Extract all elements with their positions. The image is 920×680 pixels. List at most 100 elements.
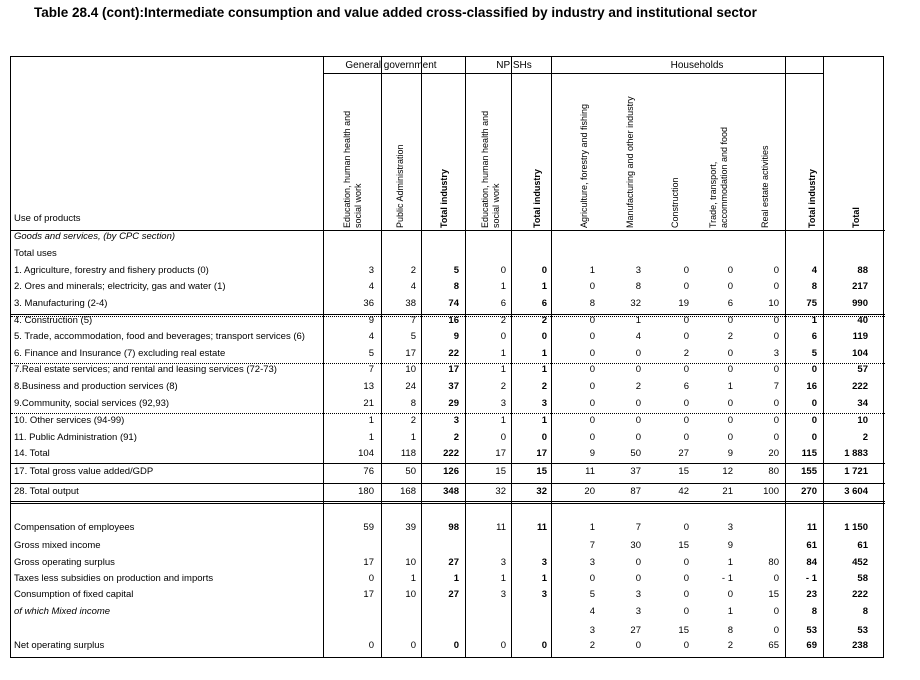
table-cell: 17 <box>448 364 459 375</box>
group-npishs: NPISHs <box>496 60 532 71</box>
column-divider <box>323 57 324 657</box>
table-cell: 0 <box>683 364 689 375</box>
table-cell: 3 <box>635 606 641 617</box>
table-cell: 0 <box>541 640 547 651</box>
column-divider <box>381 57 382 657</box>
table-cell: 3 <box>773 348 779 359</box>
table-cell: 10 <box>405 364 416 375</box>
table-cell: 88 <box>857 265 868 276</box>
table-cell: 0 <box>727 265 733 276</box>
table-cell: 1 <box>500 364 506 375</box>
table-cell: 1 <box>589 265 595 276</box>
table-cell: 1 <box>500 348 506 359</box>
table-cell: 2 <box>862 432 868 443</box>
group-header-rule <box>323 73 823 74</box>
table-cell: 74 <box>448 298 459 309</box>
table-cell: 4 <box>589 606 595 617</box>
table-cell: 0 <box>635 432 641 443</box>
table-cell: 9 <box>368 315 374 326</box>
table-cell: 0 <box>410 640 416 651</box>
row-label: Total uses <box>14 248 57 259</box>
table-cell: 104 <box>852 348 868 359</box>
table-cell: 50 <box>630 448 641 459</box>
table-cell: 9 <box>727 540 733 551</box>
table-cell: 0 <box>773 432 779 443</box>
table-cell: 80 <box>768 466 779 477</box>
table-cell: 9 <box>453 331 459 342</box>
table-cell: 17 <box>363 557 374 568</box>
table-cell: 87 <box>630 486 641 497</box>
table-cell: 0 <box>589 348 595 359</box>
table-cell: 238 <box>852 640 868 651</box>
table-cell: 1 <box>541 573 547 584</box>
table-cell: 6 <box>500 298 506 309</box>
table-cell: 15 <box>495 466 506 477</box>
use-of-products-header: Use of products <box>14 213 81 224</box>
table-cell: 0 <box>727 589 733 600</box>
table-cell: 3 <box>453 415 459 426</box>
table-cell: 1 <box>541 364 547 375</box>
table-cell: 8 <box>589 298 595 309</box>
table-cell: 29 <box>448 398 459 409</box>
table-cell: 53 <box>857 625 868 636</box>
table-cell: 32 <box>536 486 547 497</box>
column-header: Total industry <box>439 169 449 228</box>
table-cell: 2 <box>453 432 459 443</box>
table-cell: 2 <box>500 315 506 326</box>
table-cell: 13 <box>363 381 374 392</box>
table-cell: 0 <box>541 331 547 342</box>
table-cell: 2 <box>500 381 506 392</box>
table-cell: 1 150 <box>844 522 868 533</box>
table-cell: 32 <box>495 486 506 497</box>
table-cell: 17 <box>536 448 547 459</box>
table-cell: 40 <box>857 315 868 326</box>
table-cell: 15 <box>678 540 689 551</box>
row-label: 7.Real estate services; and rental and l… <box>14 364 277 375</box>
table-cell: 0 <box>773 265 779 276</box>
table-cell: 69 <box>806 640 817 651</box>
table-cell: 2 <box>727 640 733 651</box>
table-cell: 42 <box>678 486 689 497</box>
table-cell: 5 <box>410 331 416 342</box>
table-cell: 1 <box>500 573 506 584</box>
table-cell: 115 <box>801 448 817 459</box>
table-cell: 0 <box>727 281 733 292</box>
table-cell: 0 <box>727 315 733 326</box>
row-label: 9.Community, social services (92,93) <box>14 398 170 409</box>
table-cell: 1 <box>500 415 506 426</box>
table-cell: 0 <box>500 265 506 276</box>
table-cell: 7 <box>589 540 595 551</box>
table-cell: 3 <box>635 265 641 276</box>
table-cell: - 1 <box>721 573 733 584</box>
table-cell: 23 <box>806 589 817 600</box>
table-cell: 3 <box>500 589 506 600</box>
table-cell: 8 <box>811 606 817 617</box>
column-header: Construction <box>670 177 680 228</box>
table-cell: 0 <box>635 398 641 409</box>
table-cell: 58 <box>857 573 868 584</box>
row-dotted-rule <box>11 413 885 414</box>
table-cell: 0 <box>589 573 595 584</box>
table-cell: 0 <box>683 415 689 426</box>
table-cell: 15 <box>678 625 689 636</box>
table-cell: 7 <box>368 364 374 375</box>
column-divider <box>421 57 422 657</box>
column-divider <box>551 57 552 657</box>
table-cell: 10 <box>768 298 779 309</box>
table-cell: 0 <box>635 573 641 584</box>
table-cell: 1 <box>368 415 374 426</box>
table-cell: 0 <box>773 606 779 617</box>
table-cell: 4 <box>368 331 374 342</box>
table-cell: 270 <box>801 486 817 497</box>
table-cell: 27 <box>678 448 689 459</box>
table-cell: 16 <box>448 315 459 326</box>
table-cell: 53 <box>806 625 817 636</box>
table-cell: 9 <box>727 448 733 459</box>
table-cell: 2 <box>541 381 547 392</box>
table-cell: 0 <box>500 640 506 651</box>
table-cell: 21 <box>363 398 374 409</box>
column-divider <box>465 57 466 657</box>
table-cell: 17 <box>495 448 506 459</box>
row-label: 10. Other services (94-99) <box>14 415 125 426</box>
table-cell: 21 <box>722 486 733 497</box>
